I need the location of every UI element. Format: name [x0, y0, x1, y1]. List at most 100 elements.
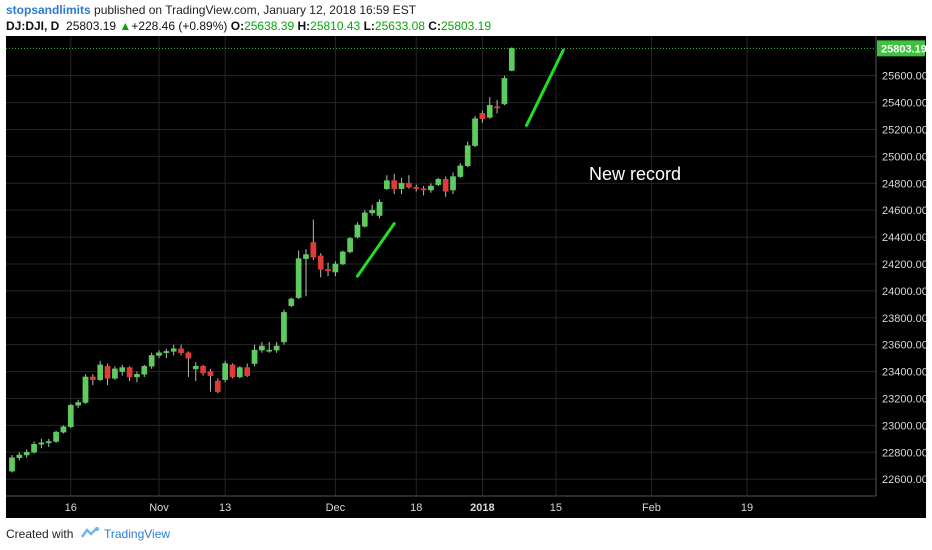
- candle-down: [90, 376, 96, 380]
- tradingview-logo-icon: [80, 527, 99, 538]
- close-value: 25803.19: [440, 19, 492, 33]
- candle-up: [141, 365, 148, 375]
- low-value: 25633.08: [374, 19, 425, 33]
- trend-line: [525, 48, 565, 127]
- candle-up: [428, 185, 434, 191]
- candle-up: [119, 367, 126, 372]
- y-tick-label: 23000.00: [882, 420, 928, 432]
- candle-up: [295, 258, 302, 298]
- candle-up: [237, 367, 243, 378]
- candle-down: [126, 367, 133, 378]
- candle-up: [67, 404, 74, 427]
- y-tick-label: 24000.00: [882, 286, 928, 298]
- candle-up: [398, 183, 405, 189]
- candle-up: [82, 376, 89, 403]
- last-price: 25803.19: [66, 19, 117, 33]
- x-tick-label: 16: [65, 502, 77, 514]
- candle-up: [472, 118, 478, 146]
- high-label: H:: [297, 19, 311, 33]
- candle-up: [376, 201, 383, 216]
- y-tick-label: 23400.00: [882, 367, 928, 379]
- candle-up: [156, 352, 162, 356]
- x-tick-label: 18: [410, 502, 422, 514]
- change-value: +228.46 (+0.89%): [131, 19, 228, 33]
- candle-down: [178, 348, 184, 354]
- candle-up: [31, 443, 37, 453]
- y-tick-label: 24200.00: [882, 259, 928, 271]
- y-tick-label: 25200.00: [882, 124, 928, 136]
- candle-down: [406, 183, 412, 188]
- candle-up: [53, 431, 59, 442]
- last-price-label: 25803.19: [881, 43, 927, 55]
- last-price-tag: [877, 40, 925, 57]
- candle-up: [384, 180, 390, 189]
- candle-up: [97, 364, 104, 380]
- candle-up: [60, 426, 67, 433]
- x-tick-label: Dec: [326, 502, 346, 514]
- x-tick-label: 13: [219, 502, 231, 514]
- up-triangle-icon: ▲: [119, 19, 132, 33]
- candle-up: [23, 452, 30, 456]
- y-tick-label: 25000.00: [882, 151, 928, 163]
- candle-up: [508, 48, 515, 71]
- y-tick-label: 23800.00: [882, 313, 928, 325]
- candlestick-chart[interactable]: 22600.00 22800.00 23000.00 23200.00 23400.00…: [0, 36, 932, 518]
- candle-up: [361, 212, 368, 227]
- chart-header: stopsandlimits published on TradingView.…: [0, 0, 932, 36]
- candle-down: [207, 371, 214, 376]
- candle-down: [413, 187, 420, 189]
- candle-up: [339, 251, 346, 265]
- candle-up: [369, 209, 375, 214]
- candle-up: [9, 457, 15, 472]
- candle-up: [464, 145, 471, 167]
- publish-text: published on TradingView.com, January 12…: [94, 3, 417, 17]
- candle-down: [214, 380, 221, 393]
- plot-area: [6, 36, 876, 496]
- candle-up: [501, 78, 508, 105]
- candle-up: [112, 368, 118, 379]
- candle-up: [38, 442, 45, 445]
- candle-up: [332, 263, 339, 273]
- y-tick-label: 23200.00: [882, 393, 928, 405]
- candle-down: [420, 188, 427, 191]
- high-value: 25810.43: [310, 19, 361, 33]
- x-tick-label: Feb: [642, 502, 661, 514]
- candle-down: [310, 242, 317, 258]
- candle-up: [347, 238, 353, 253]
- ohlc-legend: DJ:DJI, D 25803.19 ▲+228.46 (+0.89%) O: 2…: [6, 19, 491, 33]
- candle-up: [435, 178, 442, 185]
- x-tick-label: 15: [550, 502, 562, 514]
- candle-up: [163, 351, 170, 354]
- time-axis-area: [6, 496, 926, 518]
- y-tick-label: 24600.00: [882, 205, 928, 217]
- tradingview-link[interactable]: TradingView: [104, 527, 171, 541]
- low-label: L:: [363, 19, 375, 33]
- candle-up: [273, 345, 280, 351]
- annotation-text: New record: [589, 164, 681, 184]
- candle-down: [244, 367, 251, 376]
- candle-up: [486, 105, 493, 118]
- x-tick-label: 19: [741, 502, 753, 514]
- candle-up: [251, 349, 258, 364]
- candle-down: [200, 365, 206, 374]
- candle-up: [288, 298, 295, 306]
- candle-up: [354, 224, 361, 238]
- y-tick-label: 24800.00: [882, 178, 928, 190]
- candle-up: [134, 374, 140, 378]
- candle-up: [148, 355, 155, 367]
- author-link[interactable]: stopsandlimits: [6, 3, 91, 17]
- symbol-label: DJ:DJI, D: [6, 19, 60, 33]
- y-tick-label: 22800.00: [882, 447, 928, 459]
- candle-down: [229, 364, 236, 378]
- open-label: O:: [230, 19, 245, 33]
- candle-up: [450, 176, 456, 191]
- candle-down: [325, 269, 331, 271]
- x-tick-label: Nov: [149, 502, 169, 514]
- candle-down: [479, 113, 486, 119]
- candle-up: [192, 365, 199, 370]
- candle-up: [45, 441, 52, 444]
- publish-info: stopsandlimits published on TradingView.…: [6, 3, 416, 17]
- y-tick-label: 22600.00: [882, 474, 928, 486]
- candle-down: [104, 365, 111, 379]
- candle-up: [222, 363, 229, 380]
